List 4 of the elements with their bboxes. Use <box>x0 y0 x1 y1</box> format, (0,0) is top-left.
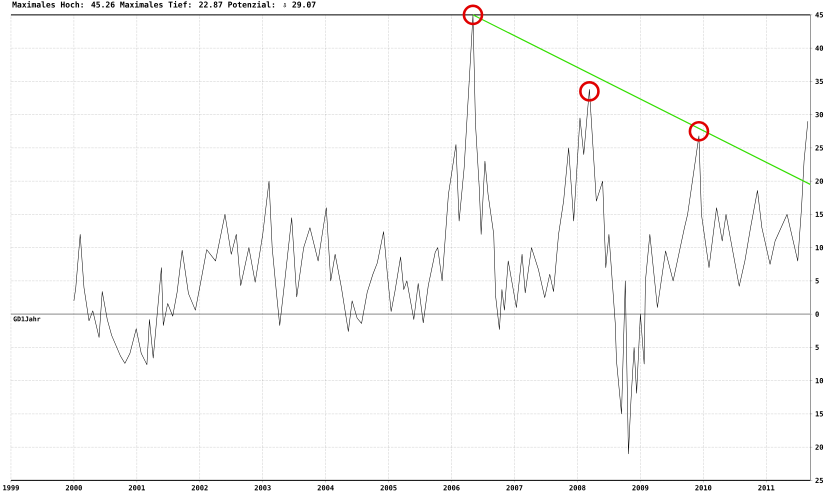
point <box>579 81 600 102</box>
point <box>462 4 484 26</box>
point <box>688 120 710 142</box>
chart-title: Maximales Hoch: 45.26 Maximales Tief: 22.87 Potenzial: ⇩ 29.07 <box>12 1 316 8</box>
